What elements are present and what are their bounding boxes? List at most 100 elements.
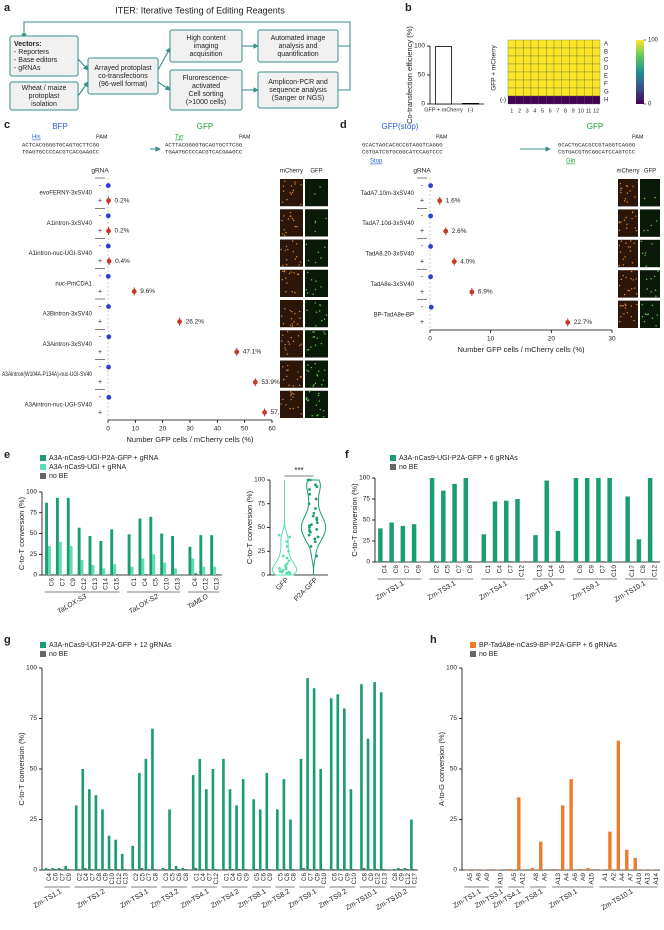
level-label: - bbox=[99, 334, 102, 341]
micrograph-cell bbox=[647, 229, 649, 232]
micrograph-cell bbox=[645, 265, 648, 267]
x-tick-label: 10 bbox=[487, 336, 495, 343]
bar bbox=[625, 496, 630, 562]
micrograph-cell bbox=[292, 189, 295, 192]
x-tick-label: C6 bbox=[301, 872, 308, 881]
micrograph-cell bbox=[300, 203, 302, 206]
micrograph-cell bbox=[282, 185, 285, 187]
heat-cell bbox=[584, 55, 593, 65]
micrograph-cell bbox=[297, 371, 299, 373]
heat-cell bbox=[523, 55, 532, 65]
micrograph-cell bbox=[624, 307, 627, 309]
micrograph-cell bbox=[306, 369, 308, 372]
bar bbox=[64, 865, 68, 870]
heat-cell bbox=[530, 63, 539, 73]
micrograph-cell bbox=[624, 303, 626, 305]
level-label: - bbox=[99, 243, 102, 250]
micrograph bbox=[305, 269, 328, 297]
micrograph-cell bbox=[620, 191, 622, 194]
micrograph-cell bbox=[285, 259, 288, 261]
bar bbox=[168, 809, 171, 870]
heat-cell bbox=[576, 39, 585, 49]
bar bbox=[90, 868, 94, 870]
bar bbox=[102, 568, 106, 575]
bar bbox=[600, 561, 606, 562]
bar bbox=[362, 867, 366, 870]
x-tick-label: C13 bbox=[122, 872, 129, 884]
bar bbox=[153, 868, 157, 870]
micrograph-cell bbox=[633, 242, 635, 244]
legend-label: A3A-nCas9-UGI-P2A-GFP + 12 gRNAs bbox=[49, 642, 172, 649]
legend-swatch bbox=[470, 651, 476, 657]
bar bbox=[131, 845, 135, 870]
group-label: TaLOX-S3 bbox=[56, 593, 88, 615]
bar bbox=[57, 867, 61, 870]
micrograph-cell bbox=[314, 261, 317, 264]
x-tick-label: A6 bbox=[541, 873, 548, 881]
micrograph-cell bbox=[325, 217, 327, 220]
micrograph-cell bbox=[314, 382, 317, 385]
micrograph-cell bbox=[316, 375, 319, 377]
x-tick-label: C12 bbox=[375, 872, 382, 884]
heat-cell bbox=[523, 39, 532, 49]
bar bbox=[599, 869, 604, 870]
level-label: - bbox=[421, 182, 424, 189]
micrograph-cell bbox=[618, 284, 621, 287]
y-tick-label: 0 bbox=[366, 559, 370, 566]
colorbar-label: 0 bbox=[648, 102, 652, 108]
bar bbox=[641, 869, 646, 870]
bar bbox=[369, 868, 372, 870]
bar bbox=[412, 868, 416, 870]
micrograph bbox=[305, 209, 328, 237]
micrograph-cell bbox=[285, 245, 288, 248]
micrograph-cell bbox=[655, 295, 657, 297]
value-label: 4.0% bbox=[460, 258, 475, 265]
legend-label: no BE bbox=[479, 651, 498, 658]
bar bbox=[228, 789, 232, 870]
violin bbox=[300, 479, 327, 576]
micrograph-cell bbox=[641, 304, 643, 306]
node-text: Wheat / maize bbox=[22, 85, 67, 92]
point bbox=[309, 545, 313, 548]
micrograph bbox=[640, 300, 660, 328]
micrograph-cell bbox=[626, 192, 628, 194]
heat-cell bbox=[576, 71, 585, 81]
node-text: acquisition bbox=[189, 51, 222, 58]
bar bbox=[252, 799, 255, 870]
bar bbox=[343, 708, 346, 870]
bar bbox=[382, 868, 386, 870]
bar bbox=[504, 500, 509, 562]
value-label: 53.9% bbox=[261, 379, 280, 386]
micrograph-cell bbox=[647, 313, 649, 316]
legend-label: A3A-nCas9-UGI-P2A-GFP + gRNA bbox=[49, 455, 159, 462]
bar bbox=[481, 534, 487, 562]
heat-cell bbox=[569, 47, 578, 57]
micrograph-cell bbox=[320, 257, 322, 259]
micrograph-cell bbox=[296, 378, 299, 381]
bar bbox=[396, 867, 400, 870]
micrograph-cell bbox=[287, 218, 290, 220]
micrograph-cell bbox=[627, 289, 629, 292]
bar bbox=[434, 561, 439, 562]
bar bbox=[315, 868, 319, 870]
micrograph-cell bbox=[288, 384, 290, 387]
micrograph-cell bbox=[622, 264, 625, 266]
level-label: + bbox=[420, 228, 424, 235]
category-label: A1intron-nuc-UGI-SV40 bbox=[29, 251, 93, 257]
x-tick-label: C8 bbox=[183, 872, 190, 881]
node-text: sequence analysis bbox=[269, 87, 327, 94]
node-text: co-transfections bbox=[98, 73, 148, 80]
micrograph-cell bbox=[305, 398, 308, 401]
micrograph-cell bbox=[620, 305, 623, 307]
micrograph-cell bbox=[291, 310, 293, 313]
heat-cell bbox=[592, 55, 601, 65]
node-text: - Reporters bbox=[14, 49, 50, 56]
value-label: 9.6% bbox=[140, 288, 155, 295]
micrograph-cell bbox=[315, 325, 317, 327]
bar bbox=[116, 574, 119, 575]
heat-cell bbox=[561, 47, 570, 57]
x-tick-label: 10 bbox=[132, 426, 140, 433]
micrograph-cell bbox=[630, 270, 633, 273]
micrograph-cell bbox=[625, 276, 627, 279]
heat-cell bbox=[569, 71, 578, 81]
